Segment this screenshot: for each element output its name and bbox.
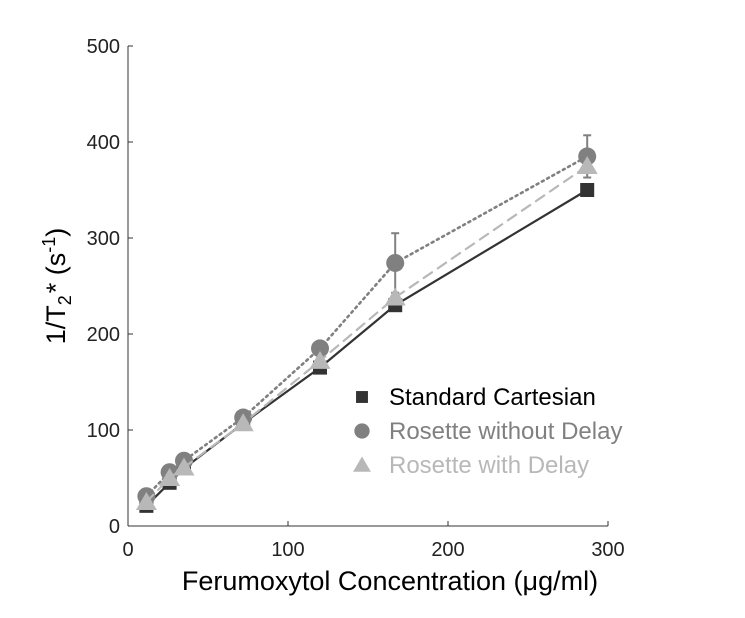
legend-item-triangle: Rosette with Delay [353,452,589,479]
y-tick-label-3: 300 [87,228,120,250]
series-layer [135,134,598,513]
legend-marker-triangle [353,456,371,472]
point-square-6 [580,183,595,197]
x-tick-label-3: 300 [591,539,624,561]
point-circle-5 [386,253,405,272]
x-ticks: 0 100 200 300 [122,521,625,561]
axes: 0 100 200 300 400 500 0 100 200 300 [87,36,625,561]
series-circle [137,134,597,506]
series-triangle [135,156,598,510]
legend-item-circle: Rosette without Delay [354,418,622,445]
y-title-part-1: 1/T [41,305,71,344]
x-tick-label-0: 0 [122,539,133,561]
legend-marker-square [356,391,368,403]
y-title-part-3: ) [41,228,71,237]
legend-label-triangle: Rosette with Delay [389,452,589,479]
point-triangle-6 [576,156,598,174]
point-triangle-0 [135,492,157,510]
point-triangle-1 [159,468,181,486]
legend-label-circle: Rosette without Delay [389,418,622,445]
x-tick-label-2: 200 [431,539,464,561]
y-title-part-2: * (s [41,253,71,294]
point-triangle-3 [232,413,254,432]
point-triangle-4 [309,350,331,369]
legend-item-square: Standard Cartesian [356,384,596,411]
y-tick-label-2: 200 [87,324,120,346]
y-axis-title: 1/T2* (s-1) [39,228,75,345]
y-tick-label-4: 400 [87,132,120,154]
y-tick-label-5: 500 [87,36,120,58]
point-triangle-2 [173,457,195,476]
point-triangle-5 [384,287,406,306]
x-tick-label-1: 100 [271,539,304,561]
legend: Standard Cartesian Rosette without Delay R… [353,384,622,479]
legend-label-square: Standard Cartesian [389,384,596,411]
legend-marker-circle [354,423,370,439]
y-title-sub: 2 [55,295,75,305]
y-ticks: 0 100 200 300 400 500 [87,36,133,538]
y-tick-label-0: 0 [109,516,120,538]
y-tick-label-1: 100 [87,420,120,442]
x-axis-title: Ferumoxytol Concentration (μg/ml) [182,566,598,596]
point-circle-4 [311,339,329,358]
y-title-sup: -1 [39,237,59,253]
